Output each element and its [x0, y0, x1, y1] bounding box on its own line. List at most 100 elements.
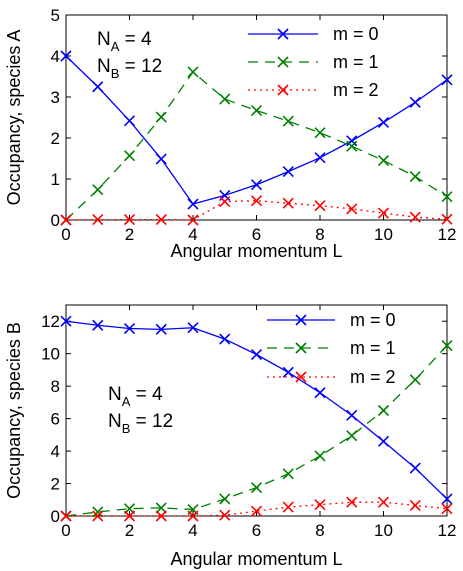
data-point-marker: [441, 493, 453, 505]
data-point-marker: [155, 323, 167, 335]
annotation-value: = 4: [130, 384, 163, 405]
y-tick-label: 4: [51, 47, 60, 66]
data-point-marker: [282, 366, 294, 378]
y-tick-label: 6: [51, 410, 60, 429]
data-point-marker: [377, 404, 390, 417]
series-line: [65, 71, 448, 221]
x-tick-label: 4: [188, 521, 197, 540]
plot-frame: [65, 304, 448, 517]
data-point-marker: [219, 333, 231, 345]
data-point-marker: [250, 104, 263, 117]
data-point-marker: [409, 96, 421, 108]
y-tick-label: 5: [51, 6, 60, 25]
data-point-marker: [282, 115, 294, 127]
data-point-marker: [441, 191, 453, 203]
chart-panel-species-b: 0 2 4 6 8 10 12 0 2 4 6 8 10 12 Angular momentum L Occu…: [4, 304, 456, 569]
annotation-value: = 12: [130, 411, 173, 432]
data-point-marker: [314, 387, 326, 399]
data-point-marker: [377, 116, 390, 128]
data-point-marker: [92, 319, 104, 331]
y-tick-label: 10: [41, 345, 60, 364]
data-point-marker: [92, 81, 104, 93]
legend-marker: [295, 314, 307, 326]
x-tick-label: 2: [125, 521, 134, 540]
data-point-marker: [314, 450, 326, 462]
annotation-symbol: N: [108, 384, 122, 405]
data-point-marker: [377, 207, 390, 219]
data-point-marker: [441, 74, 453, 86]
y-tick-label: 3: [51, 88, 60, 107]
data-point-marker: [60, 214, 72, 226]
legend-marker: [295, 342, 307, 354]
x-tick-label: 8: [315, 225, 324, 244]
data-point-marker: [314, 152, 326, 164]
data-point-marker: [219, 509, 231, 521]
annotation-symbol: N: [97, 29, 111, 50]
data-point-marker: [60, 510, 72, 522]
legend-label: m = 0: [333, 24, 379, 44]
data-point-marker: [219, 195, 231, 208]
annotation-nb: NB = 12: [97, 56, 162, 81]
data-point-marker: [123, 322, 136, 335]
data-point-marker: [250, 348, 263, 361]
x-tick-label: 10: [374, 521, 393, 540]
data-point-marker: [409, 499, 421, 512]
data-point-marker: [155, 214, 167, 226]
series-m0: [60, 50, 453, 210]
data-point-marker: [155, 153, 167, 165]
data-point-marker: [377, 435, 390, 447]
annotation-value: = 4: [119, 29, 152, 50]
y-tick-label: 0: [51, 507, 60, 526]
data-point-marker: [250, 195, 263, 207]
data-point-marker: [92, 510, 104, 522]
data-point-marker: [377, 496, 390, 508]
data-point-marker: [441, 503, 453, 515]
annotation-symbol: N: [108, 411, 122, 432]
data-point-marker: [219, 93, 231, 105]
data-point-marker: [377, 154, 390, 167]
data-point-marker: [123, 115, 136, 127]
legend-label: m = 2: [350, 367, 396, 387]
x-tick-label: 0: [61, 521, 70, 540]
x-tick-label: 6: [252, 225, 261, 244]
data-point-marker: [60, 50, 72, 62]
data-point-marker: [346, 203, 358, 215]
y-tick-label: 12: [41, 312, 60, 331]
data-point-marker: [441, 213, 453, 225]
series-m2: [60, 496, 453, 522]
series-m2: [60, 195, 453, 226]
data-point-marker: [346, 496, 358, 508]
data-point-marker: [314, 200, 326, 212]
legend-label: m = 1: [333, 52, 379, 72]
data-point-marker: [250, 179, 263, 191]
annotation-subscript: A: [111, 39, 120, 54]
data-point-marker: [92, 214, 104, 226]
data-point-marker: [250, 482, 263, 494]
annotation-na: NA = 4: [108, 384, 163, 409]
data-point-marker: [282, 197, 294, 209]
x-tick-label: 0: [61, 225, 70, 244]
x-tick-label: 4: [188, 225, 197, 244]
legend-label: m = 1: [350, 338, 396, 358]
data-point-marker: [346, 430, 358, 442]
legend-marker: [277, 56, 289, 68]
data-point-marker: [346, 409, 358, 421]
annotation-subscript: B: [122, 421, 131, 436]
y-tick-label: 2: [51, 129, 60, 148]
data-point-marker: [409, 374, 421, 386]
y-tick-label: 4: [51, 442, 60, 461]
x-axis-label: Angular momentum L: [170, 241, 342, 261]
y-tick-label: 8: [51, 377, 60, 396]
annotation-subscript: A: [122, 394, 131, 409]
data-point-marker: [346, 140, 358, 152]
data-point-marker: [92, 506, 104, 518]
data-point-marker: [155, 510, 167, 522]
y-axis-label: Occupancy, species A: [4, 30, 24, 206]
legend-marker: [277, 28, 289, 40]
legend-label: m = 0: [350, 310, 396, 330]
annotation-na: NA = 4: [97, 29, 152, 54]
data-point-marker: [282, 468, 294, 480]
data-point-marker: [187, 510, 199, 522]
data-point-marker: [155, 502, 167, 514]
